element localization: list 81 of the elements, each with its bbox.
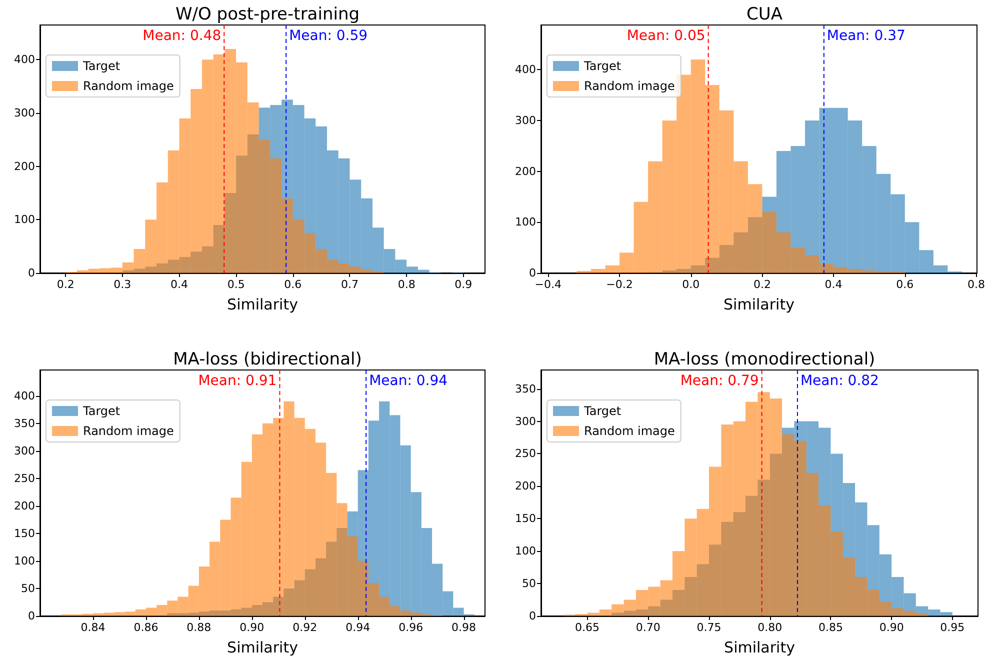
legend-label: Random image [584,424,675,438]
x-tick-label: 0.95 [940,621,965,634]
x-tick-label: 0.0 [682,278,700,291]
y-tick-label: 0 [28,266,35,280]
y-tick-label: 0 [529,266,536,280]
y-tick-label: 400 [14,389,35,402]
y-tick-label: 200 [515,164,536,178]
x-tick-label: 0.90 [240,621,264,634]
ref-line-label: Mean: 0.79 [680,373,759,389]
x-tick-label: 0.84 [80,621,106,634]
x-tick-label: 0.3 [114,278,132,291]
x-tick-label: 0.2 [56,278,74,291]
x-tick-label: 0.8 [398,278,416,291]
y-tick-label: 100 [515,216,536,229]
y-tick-label: 150 [515,512,536,526]
legend-label: Random image [83,79,174,93]
x-axis-title: Similarity [724,296,795,314]
legend-label: Target [82,59,120,73]
x-tick-label: 0.65 [575,621,600,634]
x-tick-label: −0.2 [606,278,633,291]
x-tick-label: 0.7 [340,278,358,291]
y-tick-label: 0 [529,610,536,622]
x-tick-label: 0.88 [186,621,212,634]
chart-title: MA-loss (bidirectional) [173,350,362,370]
x-tick-label: 0.70 [636,621,660,634]
legend-label: Target [583,59,622,73]
x-tick-label: 0.86 [134,621,158,634]
x-tick-label: 0.4 [824,278,842,291]
x-axis-title: Similarity [227,638,298,656]
y-tick-label: 250 [14,472,35,485]
x-tick-label: 0.6 [284,278,302,291]
ref-line-label: Mean: 0.05 [626,28,706,44]
y-tick-label: 200 [14,499,35,512]
legend-label: Random image [584,79,675,93]
x-axis-title: Similarity [227,296,298,314]
x-tick-label: 0.75 [696,621,722,634]
ref-line-label: Mean: 0.59 [289,28,368,44]
y-tick-label: 250 [515,447,536,460]
ref-line-label: Mean: 0.48 [142,28,222,44]
y-tick-label: 200 [515,480,536,493]
x-tick-label: 0.8 [968,278,986,291]
y-tick-label: 350 [14,416,35,430]
ref-line-label: Mean: 0.94 [369,373,448,389]
y-tick-label: 0 [28,610,35,622]
y-tick-label: 100 [14,554,35,568]
legend-label: Target [82,404,120,418]
x-tick-label: 0.96 [398,621,424,634]
y-tick-label: 100 [515,544,536,558]
y-tick-label: 300 [515,114,536,128]
ref-line-label: Mean: 0.37 [826,28,906,44]
x-tick-label: 0.80 [758,621,782,634]
y-tick-label: 300 [515,414,536,428]
x-tick-label: 0.98 [452,621,476,634]
y-tick-label: 50 [522,577,536,590]
y-tick-label: 350 [515,382,536,396]
y-tick-label: 100 [14,213,35,226]
x-tick-label: 0.4 [170,278,188,291]
y-tick-label: 400 [515,63,536,76]
y-tick-label: 300 [14,106,35,120]
y-tick-label: 300 [14,444,35,458]
y-tick-label: 200 [14,160,35,173]
x-axis-title: Similarity [724,638,796,656]
y-tick-label: 150 [14,526,35,540]
chart-title: MA-loss (monodirectional) [654,350,876,370]
chart-title: CUA [746,4,783,24]
y-tick-label: 50 [21,582,35,595]
x-tick-label: 0.92 [292,621,318,634]
chart-title: W/O post-pre-training [175,4,360,24]
x-tick-label: 0.94 [346,621,370,634]
x-tick-label: 0.85 [818,621,843,634]
x-tick-label: 0.2 [753,278,771,291]
x-tick-label: −0.4 [534,278,562,291]
ref-line-label: Mean: 0.82 [800,373,879,389]
y-tick-label: 400 [14,53,35,66]
legend-label: Target [583,404,622,418]
x-tick-label: 0.9 [454,278,472,291]
x-tick-label: 0.5 [227,278,245,291]
x-tick-label: 0.6 [896,278,914,291]
ref-line-label: Mean: 0.91 [198,373,277,389]
x-tick-label: 0.90 [879,621,904,634]
legend-label: Random image [83,424,174,438]
